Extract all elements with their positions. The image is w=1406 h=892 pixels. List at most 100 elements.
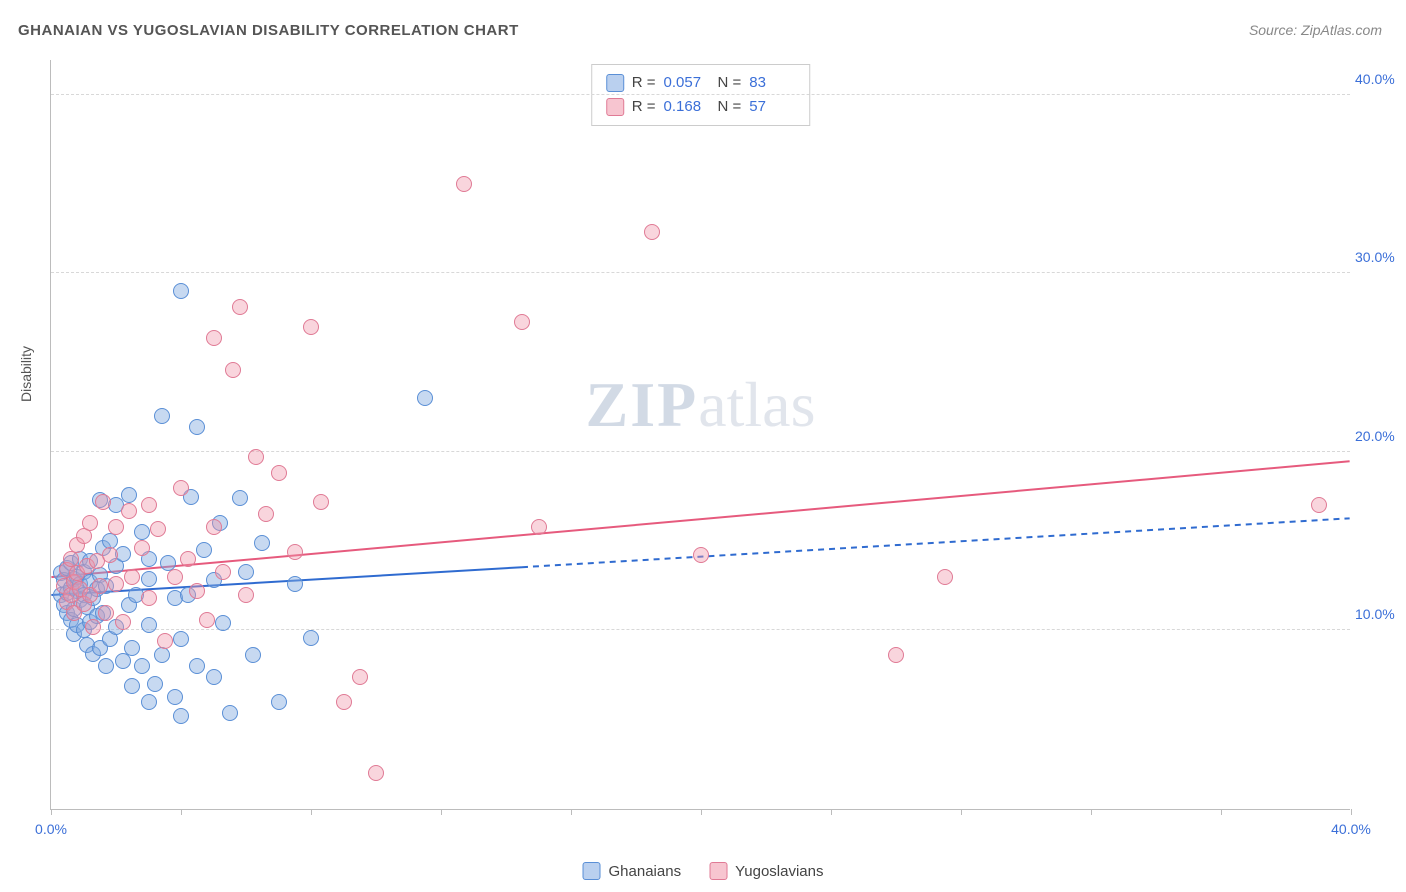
watermark: ZIPatlas [586, 368, 816, 442]
data-point [206, 330, 222, 346]
y-tick-label: 10.0% [1355, 606, 1405, 622]
trend-lines [51, 60, 1350, 809]
data-point [141, 497, 157, 513]
swatch-pink [606, 98, 624, 116]
data-point [180, 551, 196, 567]
n-label: N = [718, 71, 742, 95]
data-point [141, 571, 157, 587]
data-point [232, 299, 248, 315]
x-tick [831, 809, 832, 815]
legend-label-ghanaians: Ghanaians [609, 863, 682, 880]
data-point [215, 564, 231, 580]
x-tick [51, 809, 52, 815]
r-label: R = [632, 71, 656, 95]
legend-item-yugoslavians: Yugoslavians [709, 862, 823, 880]
data-point [531, 519, 547, 535]
n-label: N = [718, 95, 742, 119]
data-point [147, 676, 163, 692]
gridline [51, 94, 1350, 95]
data-point [189, 419, 205, 435]
scatter-plot-area: ZIPatlas R = 0.057 N = 83 R = 0.168 N = … [50, 60, 1350, 810]
data-point [124, 569, 140, 585]
data-point [238, 564, 254, 580]
data-point [98, 605, 114, 621]
x-tick-label: 40.0% [1331, 821, 1371, 837]
legend-item-ghanaians: Ghanaians [583, 862, 682, 880]
data-point [336, 694, 352, 710]
data-point [82, 515, 98, 531]
gridline [51, 451, 1350, 452]
data-point [124, 640, 140, 656]
data-point [173, 708, 189, 724]
gridline [51, 629, 1350, 630]
data-point [287, 576, 303, 592]
data-point [154, 408, 170, 424]
data-point [352, 669, 368, 685]
data-point [245, 647, 261, 663]
data-point [85, 619, 101, 635]
watermark-zip: ZIP [586, 369, 699, 440]
data-point [368, 765, 384, 781]
stats-row-yugoslavians: R = 0.168 N = 57 [606, 95, 796, 119]
n-value-yugoslavians: 57 [749, 95, 795, 119]
r-value-yugoslavians: 0.168 [664, 95, 710, 119]
source-attribution: Source: ZipAtlas.com [1249, 22, 1382, 38]
data-point [196, 542, 212, 558]
data-point [98, 658, 114, 674]
data-point [417, 390, 433, 406]
gridline [51, 272, 1350, 273]
source-value: ZipAtlas.com [1301, 22, 1382, 38]
data-point [206, 669, 222, 685]
data-point [287, 544, 303, 560]
data-point [167, 569, 183, 585]
data-point [124, 678, 140, 694]
data-point [141, 617, 157, 633]
data-point [693, 547, 709, 563]
data-point [271, 465, 287, 481]
data-point [199, 612, 215, 628]
x-tick [701, 809, 702, 815]
data-point [888, 647, 904, 663]
data-point [238, 587, 254, 603]
x-tick [311, 809, 312, 815]
r-value-ghanaians: 0.057 [664, 71, 710, 95]
swatch-blue [583, 862, 601, 880]
series-legend: Ghanaians Yugoslavians [583, 862, 824, 880]
data-point [115, 614, 131, 630]
n-value-ghanaians: 83 [749, 71, 795, 95]
data-point [167, 689, 183, 705]
data-point [173, 283, 189, 299]
data-point [173, 480, 189, 496]
data-point [95, 494, 111, 510]
trend-line [522, 518, 1350, 567]
data-point [154, 647, 170, 663]
swatch-blue [606, 74, 624, 92]
x-tick [181, 809, 182, 815]
data-point [134, 658, 150, 674]
data-point [456, 176, 472, 192]
data-point [644, 224, 660, 240]
stats-legend: R = 0.057 N = 83 R = 0.168 N = 57 [591, 64, 811, 126]
data-point [189, 583, 205, 599]
y-tick-label: 20.0% [1355, 428, 1405, 444]
data-point [121, 503, 137, 519]
data-point [514, 314, 530, 330]
stats-row-ghanaians: R = 0.057 N = 83 [606, 71, 796, 95]
data-point [134, 524, 150, 540]
data-point [225, 362, 241, 378]
data-point [222, 705, 238, 721]
data-point [173, 631, 189, 647]
data-point [303, 630, 319, 646]
data-point [254, 535, 270, 551]
data-point [141, 694, 157, 710]
data-point [258, 506, 274, 522]
y-axis-label: Disability [18, 346, 34, 402]
x-tick [1221, 809, 1222, 815]
data-point [134, 540, 150, 556]
data-point [232, 490, 248, 506]
data-point [303, 319, 319, 335]
data-point [215, 615, 231, 631]
data-point [313, 494, 329, 510]
data-point [141, 590, 157, 606]
data-point [189, 658, 205, 674]
